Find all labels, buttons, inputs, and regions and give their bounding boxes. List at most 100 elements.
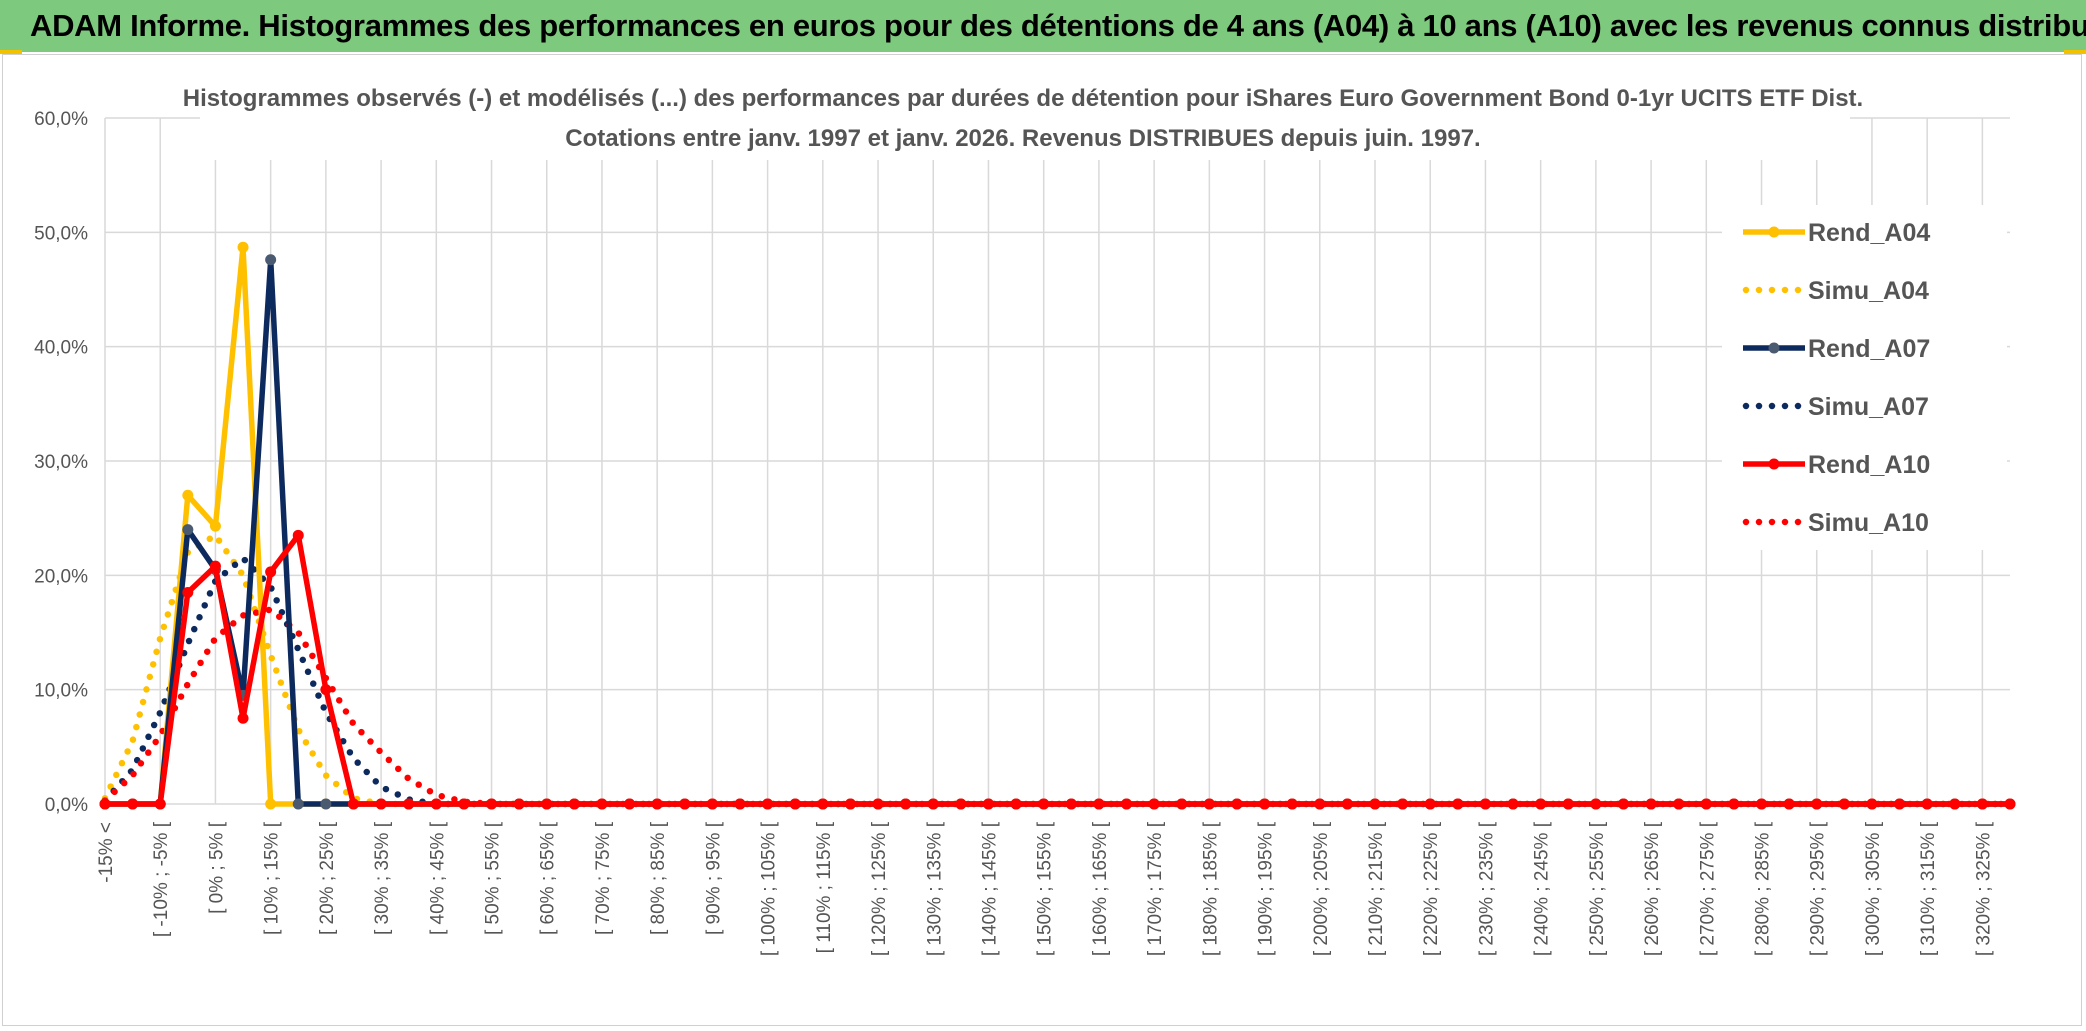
marker-rend-a10 — [1673, 798, 1685, 810]
x-tick-label: -15% < — [96, 822, 117, 883]
x-tick-label: [ 190% ; 195% [ — [1256, 821, 1277, 956]
x-tick-label: [ 260% ; 265% [ — [1642, 821, 1663, 956]
chart-title-line-2: Cotations entre janv. 1997 et janv. 2026… — [565, 125, 1480, 152]
series-line-simu-a07 — [101, 553, 2014, 808]
y-axis-ticks: 0,0% 10,0% 20,0% 30,0% 40,0% 50,0% 60,0% — [34, 109, 88, 816]
marker-rend-a10 — [872, 798, 884, 810]
x-tick-label: [ 100% ; 105% [ — [759, 821, 780, 956]
marker-rend-a10 — [927, 798, 939, 810]
report-title: ADAM Informe. Histogrammes des performan… — [30, 8, 2086, 43]
x-tick-label: [ 130% ; 135% [ — [924, 821, 945, 956]
legend-marker-rend-a07 — [1768, 342, 1780, 354]
legend-marker-rend-a04 — [1768, 226, 1780, 238]
x-tick-label: [ 40% ; 45% [ — [427, 821, 448, 935]
x-tick-label: [ 140% ; 145% [ — [979, 821, 1000, 956]
marker-rend-a10 — [734, 798, 746, 810]
marker-rend-a10 — [347, 798, 359, 810]
marker-rend-a10 — [1176, 798, 1188, 810]
marker-rend-a10 — [1866, 798, 1878, 810]
marker-rend-a10 — [706, 798, 718, 810]
marker-rend-a10 — [265, 566, 277, 578]
x-tick-label: [ 320% ; 325% [ — [1973, 821, 1994, 956]
marker-rend-a10 — [99, 798, 111, 810]
marker-rend-a04 — [182, 489, 194, 501]
marker-rend-a10 — [154, 798, 166, 810]
x-tick-label: [ 120% ; 125% [ — [869, 821, 890, 956]
x-tick-label: [ 60% ; 65% [ — [538, 821, 559, 935]
marker-rend-a07 — [182, 524, 194, 536]
chart-frame — [2, 54, 2082, 1026]
chart-title-line-1: Histogrammes observés (-) et modélisés (… — [183, 85, 1863, 112]
marker-rend-a10 — [1756, 798, 1768, 810]
x-tick-label: [ 240% ; 245% [ — [1532, 821, 1553, 956]
marker-rend-a10 — [1038, 798, 1050, 810]
banner-accent-left — [0, 50, 22, 54]
marker-rend-a10 — [403, 798, 415, 810]
x-tick-label: [ 80% ; 85% [ — [648, 821, 669, 935]
marker-rend-a10 — [1010, 798, 1022, 810]
marker-rend-a10 — [596, 798, 608, 810]
legend-label-simu-a10: Simu_A10 — [1808, 509, 1929, 537]
marker-rend-a10 — [320, 684, 332, 696]
marker-rend-a10 — [1231, 798, 1243, 810]
marker-rend-a10 — [486, 798, 498, 810]
marker-rend-a04 — [209, 520, 221, 532]
x-tick-label: [ 20% ; 25% [ — [317, 821, 338, 935]
series-line-rend-a10 — [105, 532, 2010, 807]
marker-rend-a10 — [1507, 798, 1519, 810]
marker-rend-a10 — [2004, 798, 2016, 810]
x-tick-label: [ 70% ; 75% [ — [593, 821, 614, 935]
marker-rend-a10 — [458, 798, 470, 810]
marker-rend-a10 — [1811, 798, 1823, 810]
marker-rend-a10 — [237, 712, 249, 724]
marker-rend-a10 — [955, 798, 967, 810]
marker-rend-a10 — [1535, 798, 1547, 810]
marker-rend-a10 — [1838, 798, 1850, 810]
x-tick-label: [ 220% ; 225% [ — [1421, 821, 1442, 956]
x-tick-label: [ 90% ; 95% [ — [703, 821, 724, 935]
y-tick-label: 40,0% — [34, 338, 88, 359]
x-tick-label: [ 0% ; 5% [ — [206, 821, 227, 914]
marker-rend-a10 — [1093, 798, 1105, 810]
marker-rend-a07 — [265, 254, 277, 266]
marker-rend-a10 — [1783, 798, 1795, 810]
x-tick-label: [ 110% ; 115% [ — [814, 821, 835, 953]
marker-rend-a10 — [1286, 798, 1298, 810]
marker-rend-a10 — [1894, 798, 1906, 810]
x-tick-label: [ 50% ; 55% [ — [483, 821, 504, 935]
marker-rend-a10 — [1452, 798, 1464, 810]
x-tick-label: [ 250% ; 255% [ — [1587, 821, 1608, 956]
marker-rend-a10 — [789, 798, 801, 810]
marker-rend-a07 — [320, 798, 332, 810]
marker-rend-a10 — [209, 560, 221, 572]
series-line-simu-a10 — [101, 606, 2014, 808]
marker-rend-a10 — [1921, 798, 1933, 810]
marker-rend-a10 — [679, 798, 691, 810]
marker-rend-a10 — [1562, 798, 1574, 810]
marker-rend-a10 — [1700, 798, 1712, 810]
x-tick-label: [ 200% ; 205% [ — [1311, 821, 1332, 956]
x-tick-label: [ 30% ; 35% [ — [372, 821, 393, 935]
x-tick-label: [ 280% ; 285% [ — [1753, 821, 1774, 956]
chart-gridlines — [104, 117, 2010, 805]
marker-rend-a07 — [292, 798, 304, 810]
marker-rend-a10 — [1976, 798, 1988, 810]
marker-rend-a10 — [1314, 798, 1326, 810]
x-tick-label: [ 150% ; 155% [ — [1035, 821, 1056, 956]
legend-label-rend-a10: Rend_A10 — [1808, 451, 1930, 479]
marker-rend-a10 — [182, 586, 194, 598]
marker-rend-a10 — [1148, 798, 1160, 810]
report-banner: ADAM Informe. Histogrammes des performan… — [0, 0, 2086, 52]
marker-rend-a10 — [1341, 798, 1353, 810]
legend-label-rend-a04: Rend_A04 — [1808, 219, 1930, 247]
x-tick-label: [ 230% ; 235% [ — [1476, 821, 1497, 956]
marker-rend-a10 — [982, 798, 994, 810]
marker-rend-a10 — [1645, 798, 1657, 810]
chart-title-background — [200, 80, 1850, 160]
marker-rend-a10 — [817, 798, 829, 810]
marker-rend-a10 — [1121, 798, 1133, 810]
marker-rend-a04 — [237, 241, 249, 253]
marker-rend-a10 — [1259, 798, 1271, 810]
x-axis-ticks: -15% < [ -10% ; -5% [[ 0% ; 5% [[ 10% ; 1… — [96, 821, 1994, 956]
marker-rend-a10 — [651, 798, 663, 810]
